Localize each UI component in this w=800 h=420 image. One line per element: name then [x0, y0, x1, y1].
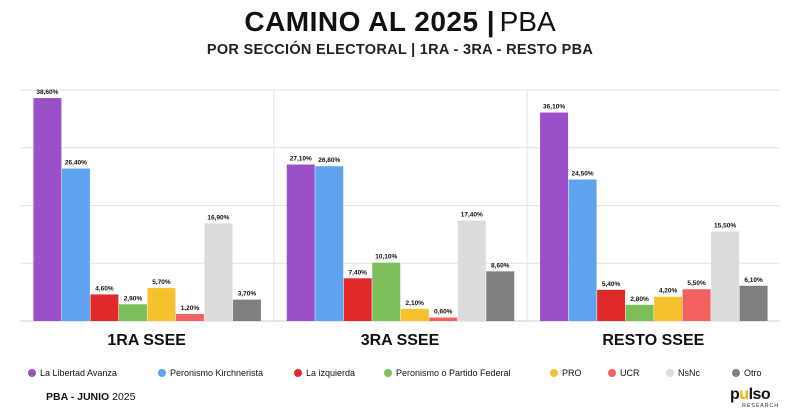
value-label: 5,70% [152, 279, 171, 286]
category-label: 1RA SSEE [107, 332, 186, 349]
bar-la-izquierda [343, 278, 372, 321]
value-label: 0,60% [434, 309, 453, 316]
value-label: 5,50% [687, 280, 706, 287]
value-label: 5,40% [602, 281, 621, 288]
value-label: 38,60% [36, 89, 58, 96]
value-label: 15,50% [714, 222, 736, 229]
legend-label: Peronismo Kirchnerista [170, 368, 263, 378]
legend-swatch [28, 369, 36, 377]
category-label: 3RA SSEE [361, 332, 440, 349]
legend-swatch [666, 369, 674, 377]
value-label: 26,40% [65, 160, 87, 167]
legend-swatch [158, 369, 166, 377]
legend-label: La izquierda [306, 368, 355, 378]
legend-label: PRO [562, 368, 582, 378]
value-label: 6,10% [744, 277, 763, 284]
bar-ucr [429, 317, 458, 321]
value-label: 1,20% [181, 305, 200, 312]
value-label: 4,20% [659, 288, 678, 295]
bar-pro [400, 308, 429, 321]
title-light: PBA [499, 6, 556, 37]
bar-ucr [175, 314, 204, 321]
value-labels: 38,60% 26,40% 4,60% 2,90% 5,70% 1,20% 16,90% 3,… [36, 89, 763, 315]
legend-label: Otro [744, 368, 762, 378]
bar-peronismo-kirchnerista [315, 166, 344, 321]
value-label: 36,10% [543, 104, 565, 111]
bar-nsnc [204, 223, 233, 321]
legend-swatch [608, 369, 616, 377]
category-label: RESTO SSEE [602, 332, 704, 349]
bar-peronismo-kirchnerista [568, 179, 597, 321]
bar-peronismo-o-partido-federal [625, 304, 654, 321]
legend-swatch [294, 369, 302, 377]
value-label: 16,90% [207, 214, 229, 221]
bar-otro [232, 299, 261, 321]
legend-label: Peronismo o Partido Federal [396, 368, 511, 378]
legend-label: NsNc [678, 368, 700, 378]
value-label: 3,70% [238, 291, 257, 298]
legend-swatch [550, 369, 558, 377]
footer-date-bold: PBA - JUNIO [46, 391, 110, 403]
bar-pro [147, 288, 176, 321]
value-label: 8,60% [491, 262, 510, 269]
bar-peronismo-o-partido-federal [118, 304, 147, 321]
bar-la-libertad-avanza [286, 164, 315, 321]
title-bold: CAMINO AL 2025 | [244, 6, 496, 37]
bar-nsnc [457, 220, 486, 321]
bar-nsnc [711, 231, 740, 321]
legend-label: UCR [620, 368, 640, 378]
footer-date-year: 2025 [112, 391, 136, 403]
bar-pro [654, 296, 683, 321]
legend-swatch [732, 369, 740, 377]
bar-la-izquierda [597, 289, 626, 321]
bar-la-libertad-avanza [540, 112, 569, 322]
chart-title: CAMINO AL 2025 | PBA [0, 6, 800, 38]
bar-otro [739, 285, 768, 321]
value-label: 10,10% [375, 254, 397, 261]
bar-peronismo-kirchnerista [61, 168, 90, 321]
bars [33, 98, 768, 322]
logo-subtitle: RESEARCH [742, 403, 779, 409]
value-label: 26,80% [318, 157, 340, 164]
legend: La Libertad Avanza Peronismo Kirchnerista… [28, 368, 762, 378]
bar-ucr [682, 289, 711, 321]
bar-la-libertad-avanza [33, 98, 62, 322]
value-label: 2,10% [406, 300, 425, 307]
value-label: 27,10% [290, 155, 312, 162]
value-label: 2,80% [630, 296, 649, 303]
legend-swatch [384, 369, 392, 377]
chart-subtitle: POR SECCIÓN ELECTORAL | 1RA - 3RA - REST… [206, 42, 594, 58]
footer-date: PBA - JUNIO 2025 [46, 391, 135, 403]
bar-chart: 38,60% 26,40% 4,60% 2,90% 5,70% 1,20% 16,90% 3,… [20, 89, 780, 378]
value-label: 24,50% [572, 171, 594, 178]
value-label: 17,40% [461, 212, 483, 219]
bar-peronismo-o-partido-federal [372, 262, 401, 321]
value-label: 7,40% [349, 269, 368, 276]
bar-otro [486, 271, 515, 321]
logo-wordmark: pulso [730, 386, 771, 403]
pulso-logo: pulso RESEARCH [730, 386, 782, 412]
legend-label: La Libertad Avanza [40, 368, 117, 378]
bar-la-izquierda [90, 294, 119, 321]
value-label: 4,60% [95, 285, 114, 292]
value-label: 2,90% [124, 295, 143, 302]
category-labels: 1RA SSEE 3RA SSEE RESTO SSEE [107, 332, 704, 349]
